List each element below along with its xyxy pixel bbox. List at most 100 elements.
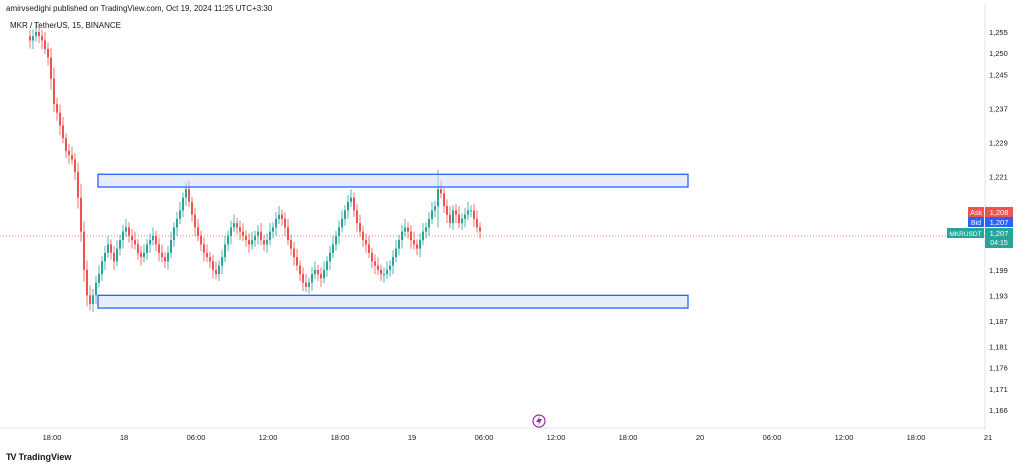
candle-body [164, 257, 166, 262]
candle [38, 26, 40, 44]
candle [107, 235, 109, 258]
candle-body [389, 265, 391, 270]
candle [446, 199, 448, 224]
candle-body [281, 214, 283, 219]
price-tag-label: MKRUSDT [949, 231, 981, 238]
y-tick-label: 1,199 [989, 266, 1008, 275]
candle-body [137, 244, 139, 253]
candle-body [296, 257, 298, 266]
candle [275, 212, 277, 236]
candle [245, 230, 247, 247]
candle-body [161, 252, 163, 258]
candle [41, 29, 43, 49]
candle [164, 252, 166, 269]
candle [209, 252, 211, 269]
candle [314, 261, 316, 280]
candle-body [380, 269, 382, 275]
candle-body [377, 265, 379, 270]
lightning-icon[interactable] [532, 414, 546, 428]
price-tags: Ask 1,208 Bid 1,207 MKRUSDT 1,207 04:15 [947, 207, 1013, 248]
candle [455, 203, 457, 224]
price-tag-label: Bid [971, 220, 981, 227]
candle-body [218, 265, 220, 275]
x-tick-label: 06:00 [763, 433, 782, 442]
price-tag-countdown: 04:15 [990, 240, 1008, 247]
candle [140, 246, 142, 266]
candle-body [56, 104, 58, 113]
candle-body [359, 223, 361, 232]
candle [353, 192, 355, 218]
price-tag-value: 1,207 [990, 218, 1009, 227]
candle-body [320, 274, 322, 279]
candle-body [182, 197, 184, 211]
candle-body [446, 206, 448, 215]
y-tick-label: 1,166 [989, 406, 1008, 415]
candle [200, 230, 202, 252]
candle-body [437, 189, 439, 207]
candle [182, 192, 184, 218]
candle [158, 237, 160, 262]
x-tick-label: 18 [120, 433, 128, 442]
candle-body [338, 227, 340, 236]
candle-body [80, 197, 82, 232]
zone-resistance[interactable] [97, 173, 689, 188]
x-tick-label: 20 [696, 433, 704, 442]
candle [377, 257, 379, 275]
symbol-title[interactable]: MKR / TetherUS, 15, BINANCE [10, 21, 121, 30]
candle-body [233, 223, 235, 228]
candle-body [50, 57, 52, 79]
x-tick-label: 18:00 [907, 433, 926, 442]
candle-body [314, 269, 316, 275]
candle [176, 212, 178, 236]
y-tick-label: 1,237 [989, 104, 1008, 113]
candle [332, 235, 334, 258]
candle [137, 239, 139, 260]
candle-body [440, 189, 442, 194]
candle [467, 201, 469, 220]
tradingview-logo-icon: TV [6, 452, 16, 462]
candle [323, 261, 325, 284]
candle-body [275, 218, 277, 228]
candle [206, 244, 208, 263]
candle [287, 218, 289, 246]
candle [233, 214, 235, 233]
zone-support[interactable] [97, 294, 689, 309]
candle [101, 256, 103, 281]
time-axis[interactable]: 18:00 18 06:00 12:00 18:00 19 06:00 12:00 18:00 2… [43, 433, 993, 442]
y-tick-label: 1,245 [989, 70, 1008, 79]
candle-body [149, 240, 151, 245]
y-tick-label: 1,171 [989, 385, 1008, 394]
candle [236, 218, 238, 235]
candle-body [356, 210, 358, 224]
y-tick-label: 1,229 [989, 138, 1008, 147]
price-axis[interactable]: 1,2551,2501,2451,2371,2291,2211,2131,199… [0, 4, 1008, 430]
x-tick-label: 18:00 [331, 433, 350, 442]
candle [128, 222, 130, 243]
candle [110, 239, 112, 260]
candle [98, 265, 100, 288]
candle [269, 223, 271, 246]
candle [404, 218, 406, 237]
zones-group [97, 173, 689, 309]
candle [215, 261, 217, 280]
candle-body [395, 248, 397, 258]
publisher-header: amirvsedighi published on TradingView.co… [6, 4, 273, 13]
candle [464, 207, 466, 228]
candle-body [293, 248, 295, 258]
candle [449, 206, 451, 229]
candle-body [329, 252, 331, 262]
candle [473, 203, 475, 228]
candle [371, 247, 373, 269]
candle [32, 29, 34, 49]
y-tick-label: 1,250 [989, 49, 1008, 58]
candle [302, 267, 304, 292]
candle-body [278, 214, 280, 219]
candle [476, 210, 478, 233]
candle-body [188, 189, 190, 202]
candle-body [212, 261, 214, 270]
candle [254, 230, 256, 247]
candle [458, 206, 460, 229]
candle-body [428, 218, 430, 228]
candle-body [155, 235, 157, 245]
